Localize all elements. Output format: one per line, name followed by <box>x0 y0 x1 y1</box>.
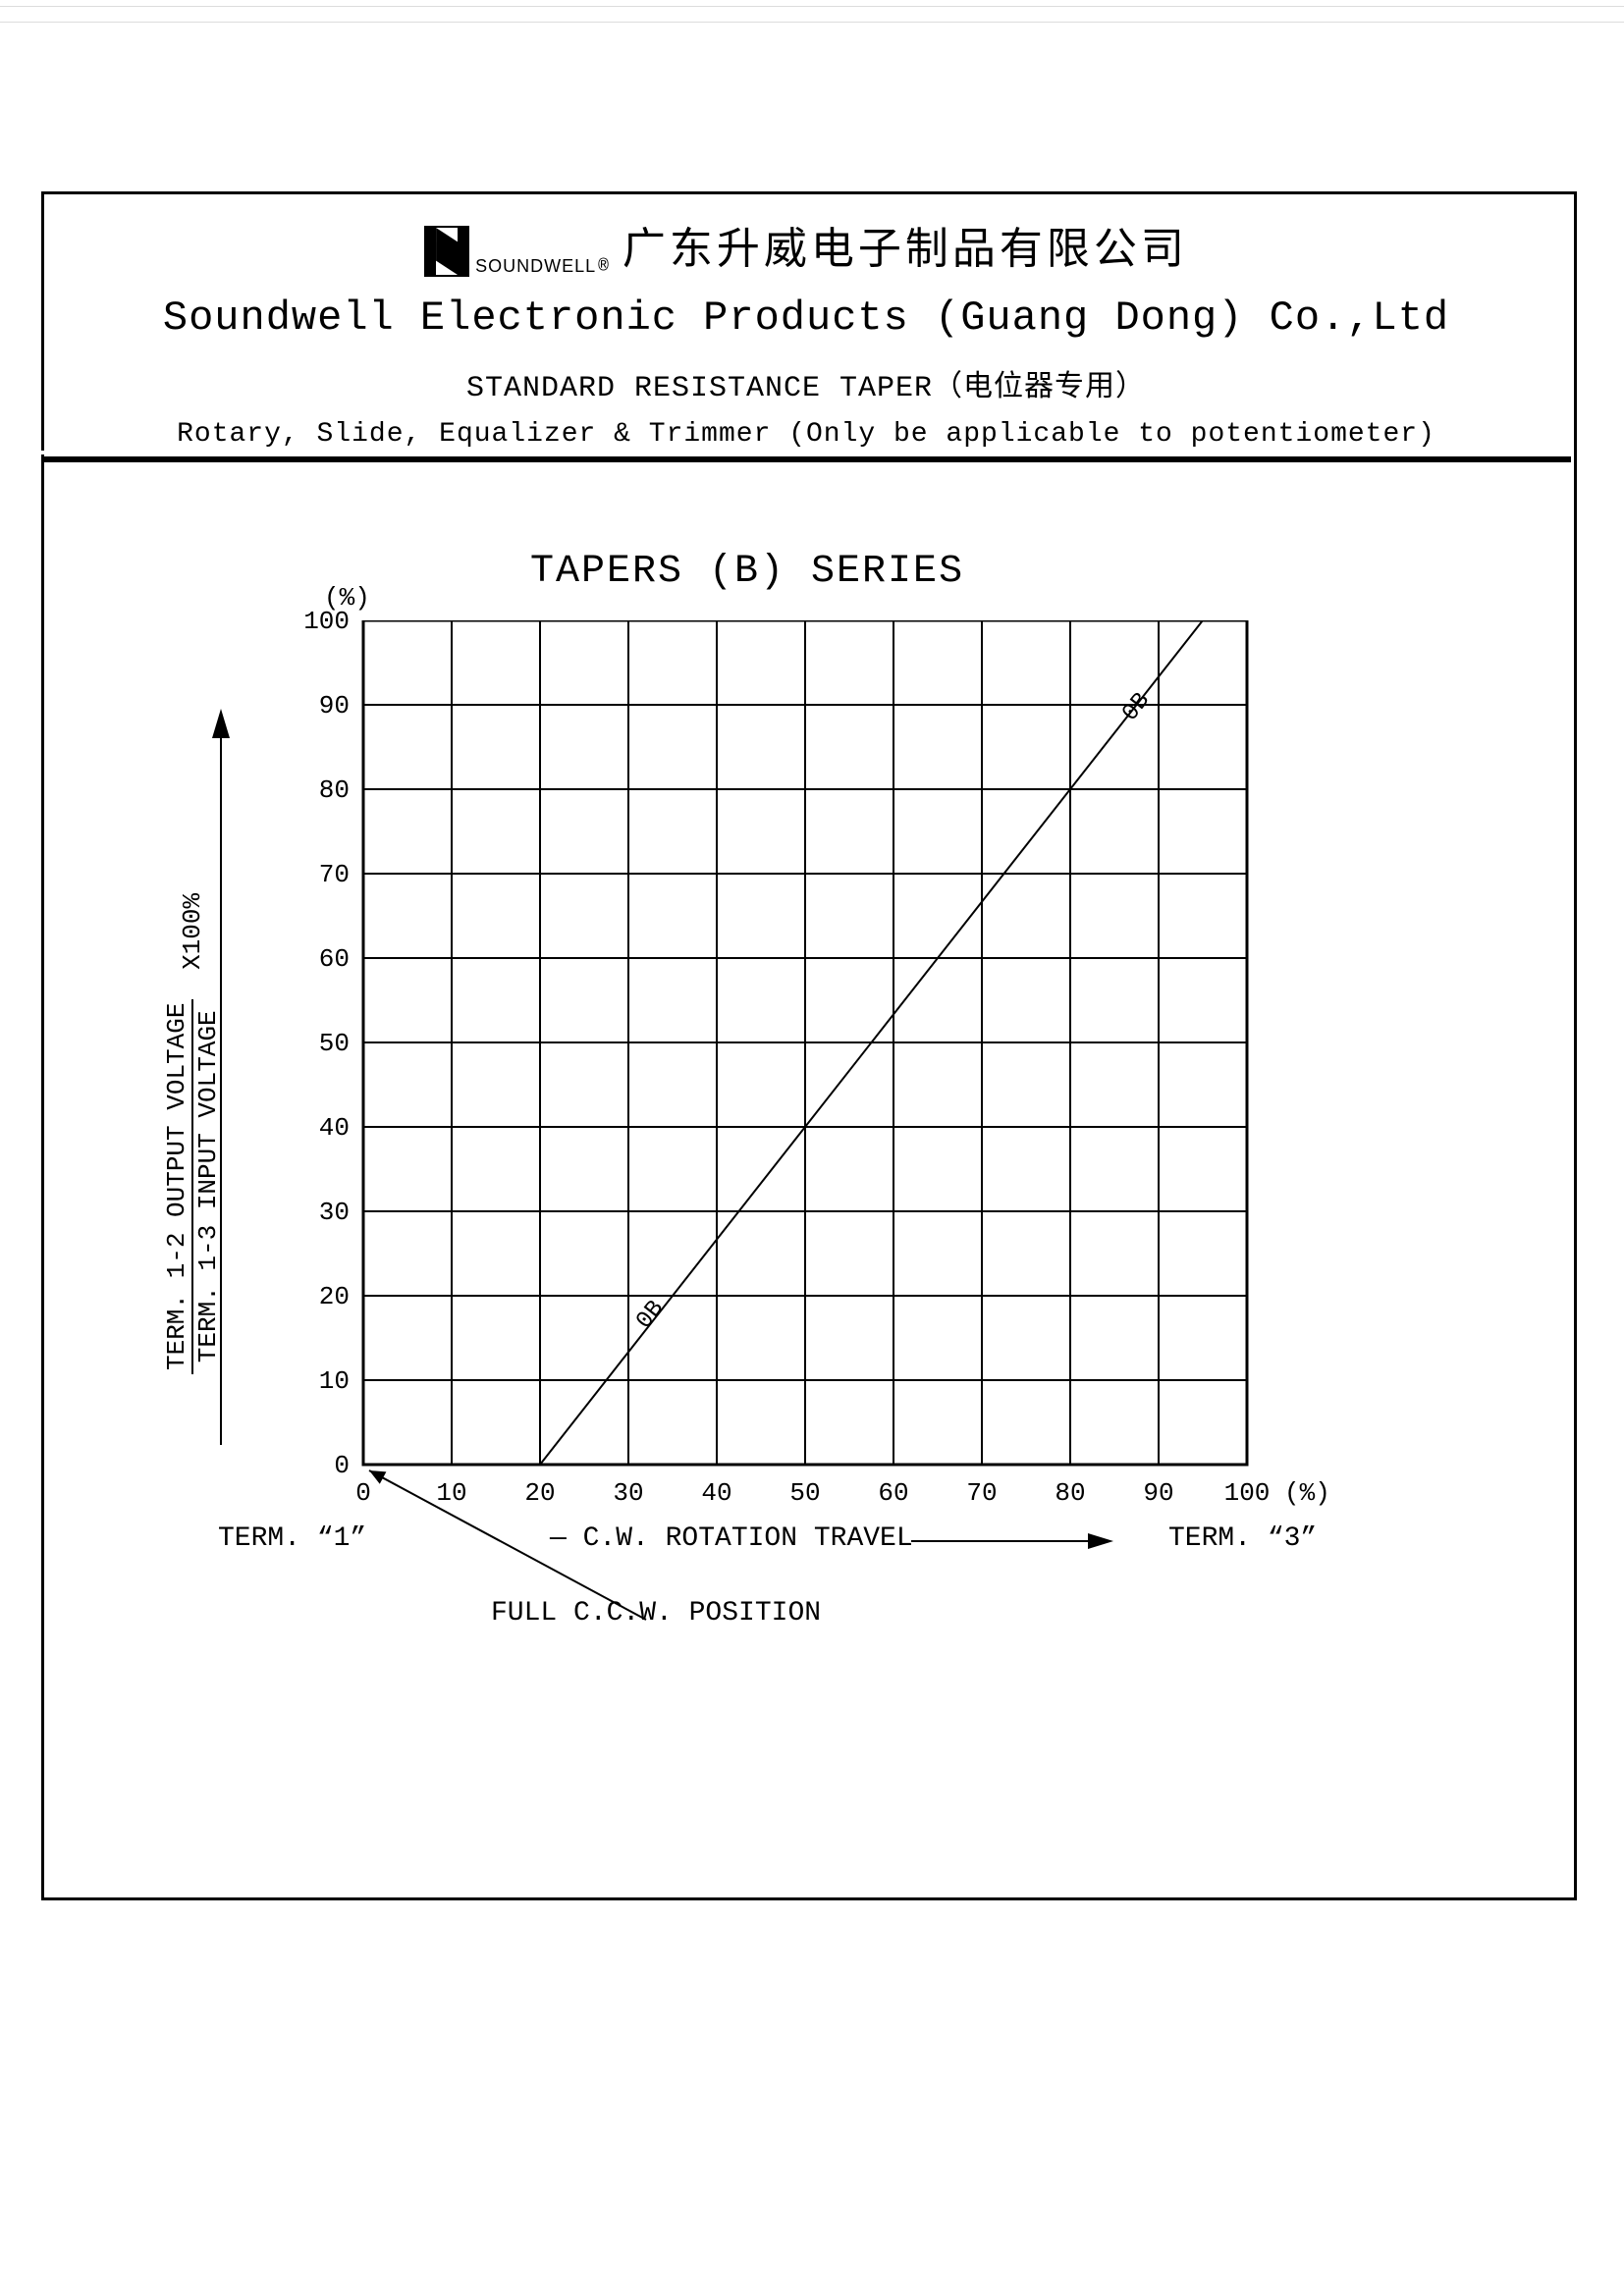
scan-line <box>0 6 1624 7</box>
registered-mark: ® <box>598 257 609 277</box>
header: SOUNDWELL ® 广东升威电子制品有限公司 Soundwell Elect… <box>41 191 1571 462</box>
doc-subtitle-2: Rotary, Slide, Equalizer & Trimmer (Only… <box>41 419 1571 450</box>
chart-title: TAPERS (B) SERIES <box>530 550 964 594</box>
logo-row: SOUNDWELL ® 广东升威电子制品有限公司 <box>41 213 1571 277</box>
doc-subtitle-1: STANDARD RESISTANCE TAPER（电位器专用） <box>41 361 1571 405</box>
soundwell-logo-icon <box>424 226 469 277</box>
curve-label-lower: 0B <box>631 1296 670 1334</box>
company-name-cn: 广东升威电子制品有限公司 <box>623 213 1188 277</box>
logo-text: SOUNDWELL <box>475 256 596 277</box>
taper-chart: 0B0B <box>147 620 1345 1661</box>
scan-line <box>0 22 1624 23</box>
company-name-en: Soundwell Electronic Products (Guang Don… <box>41 294 1571 342</box>
